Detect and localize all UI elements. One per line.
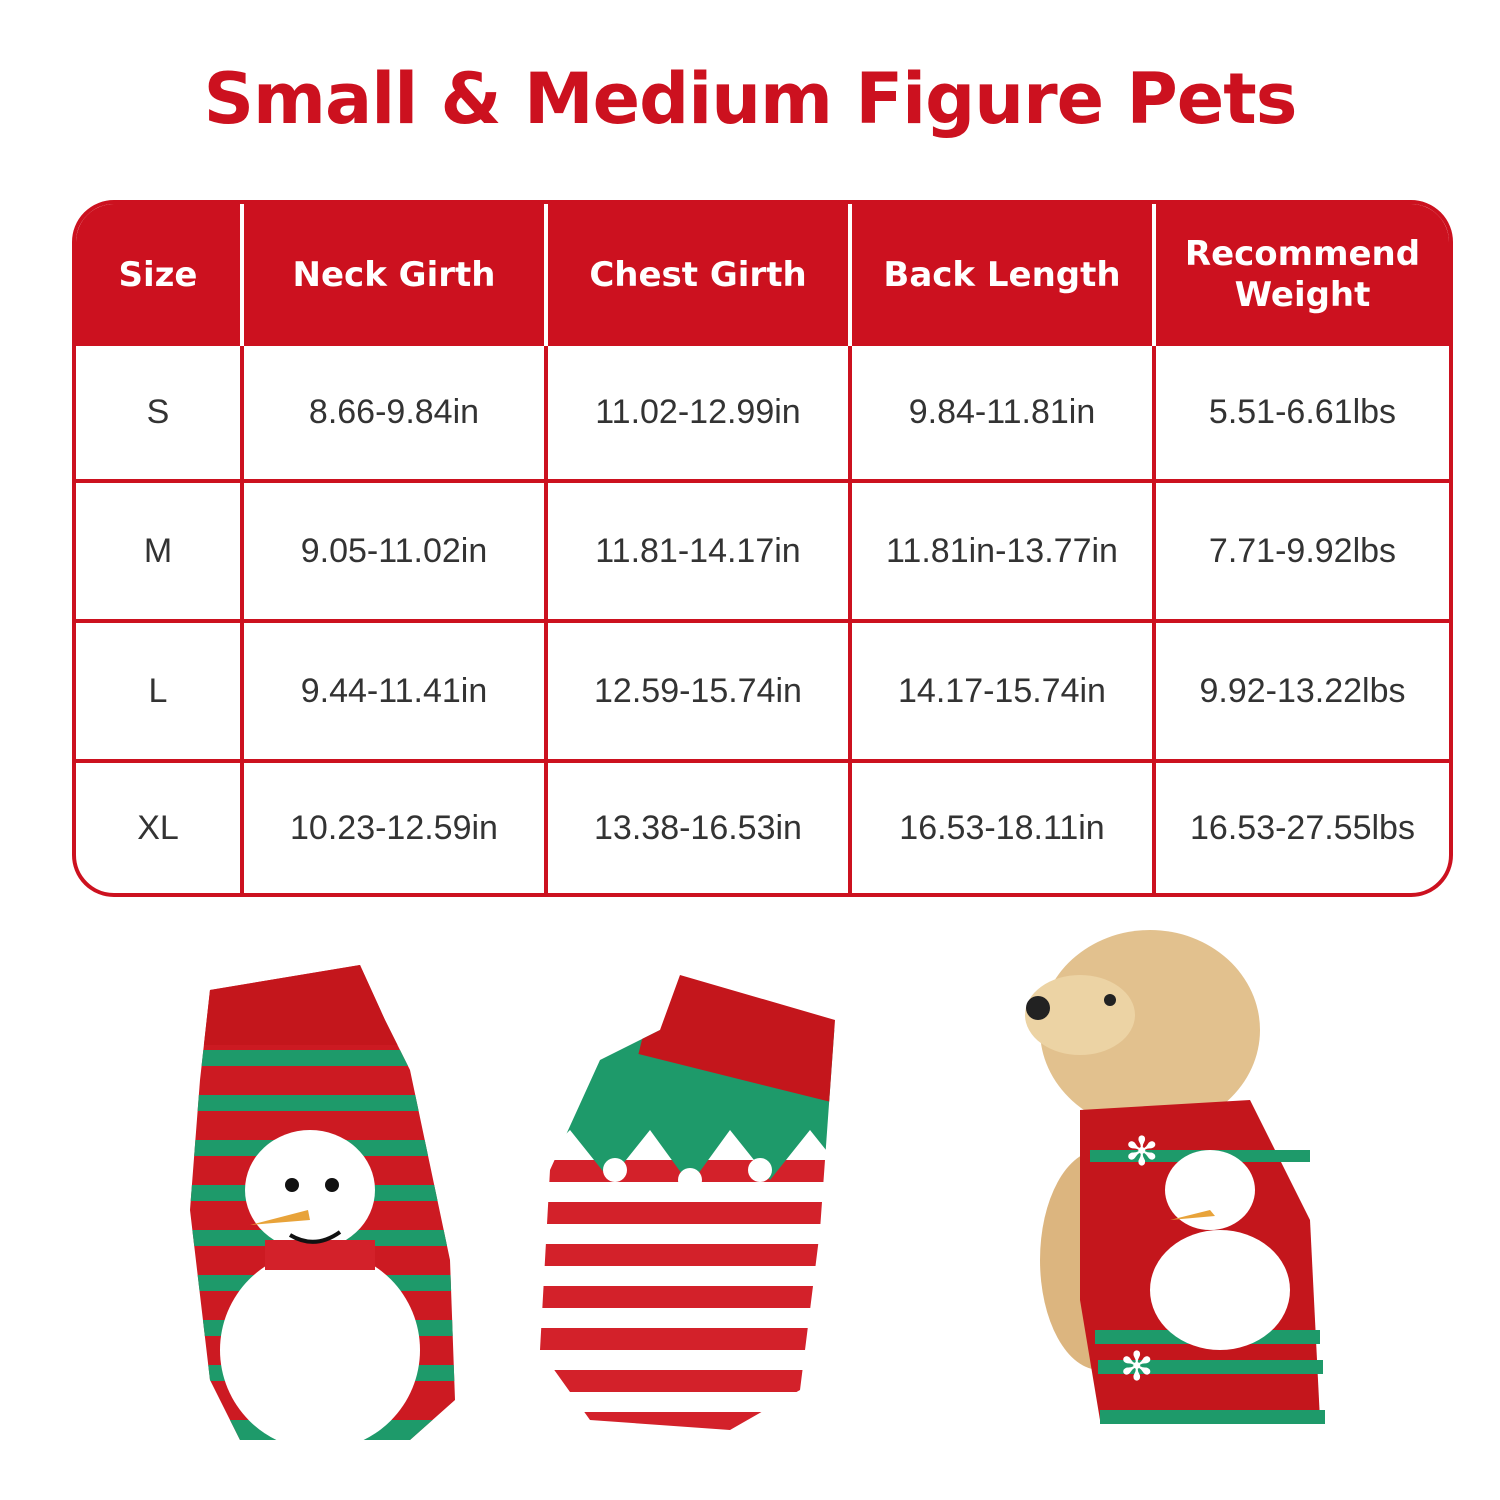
header-back-length: Back Length: [852, 204, 1156, 346]
cell-chest-girth: 12.59-15.74in: [548, 623, 852, 763]
dog-wearing-sweater-image: ✻ ✻: [1025, 930, 1325, 1424]
cell-recommend-weight: 16.53-27.55lbs: [1190, 808, 1415, 847]
cell-back-length: 11.81in-13.77in: [852, 483, 1156, 623]
cell-chest-girth: 11.02-12.99in: [548, 346, 852, 483]
header-size: Size: [76, 204, 244, 346]
cell-size: L: [76, 623, 244, 763]
svg-text:✻: ✻: [1125, 1129, 1159, 1175]
header-chest-girth: Chest Girth: [548, 204, 852, 346]
cell-size: XL: [76, 763, 244, 893]
snowman-sweater-front-image: [190, 965, 455, 1440]
cell-chest-girth: 13.38-16.53in: [548, 763, 852, 893]
cell-chest-girth: 11.81-14.17in: [548, 483, 852, 623]
cell-recommend-weight: 9.92-13.22lbs: [1156, 623, 1449, 763]
cell-back-length: 16.53-18.11in: [852, 763, 1156, 893]
cell-size: M: [76, 483, 244, 623]
header-neck-girth: Neck Girth: [244, 204, 548, 346]
cell-back-length: 9.84-11.81in: [852, 346, 1156, 483]
cell-size: S: [76, 346, 244, 483]
cell-neck-girth: 10.23-12.59in: [244, 763, 548, 893]
cell-recommend-weight: 7.71-9.92lbs: [1156, 483, 1449, 623]
cell-back-length: 14.17-15.74in: [852, 623, 1156, 763]
cell-neck-girth: 9.05-11.02in: [244, 483, 548, 623]
header-recommend-weight: Recommend Weight: [1156, 204, 1449, 346]
cell-neck-girth: 9.44-11.41in: [244, 623, 548, 763]
cell-neck-girth: 8.66-9.84in: [244, 346, 548, 483]
elf-sweater-back-image: [540, 975, 835, 1430]
svg-text:✻: ✻: [1120, 1344, 1154, 1390]
size-chart-table: Size Neck Girth Chest Girth Back Length Reco…: [72, 200, 1453, 897]
page-title: Small & Medium Figure Pets: [203, 58, 1298, 140]
cell-recommend-weight: 5.51-6.61lbs: [1156, 346, 1449, 483]
